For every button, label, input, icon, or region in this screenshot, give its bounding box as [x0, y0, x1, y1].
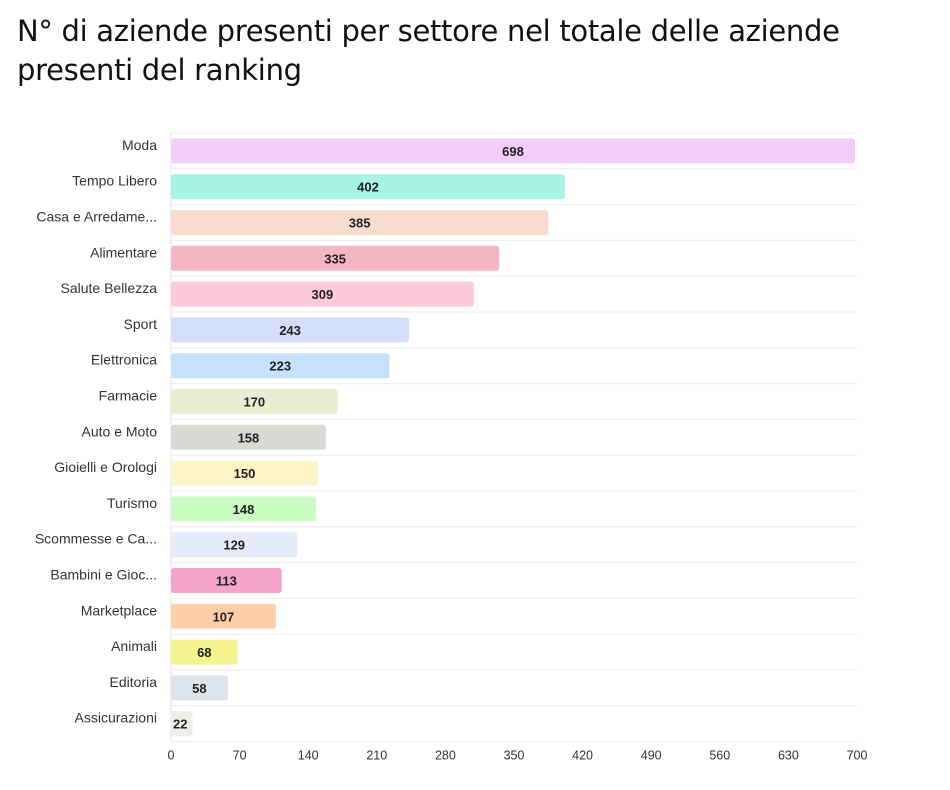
- value-label: 170: [243, 395, 265, 410]
- value-label: 129: [223, 538, 245, 553]
- category-label: Casa e Arredame...: [36, 209, 157, 225]
- x-tick-label: 630: [778, 749, 799, 763]
- value-label: 158: [238, 430, 260, 445]
- bar[interactable]: [171, 389, 338, 414]
- bar[interactable]: [171, 174, 565, 200]
- x-tick-label: 560: [709, 749, 730, 763]
- category-label: Sport: [124, 316, 158, 332]
- category-label: Gioielli e Orologi: [54, 459, 157, 475]
- x-tick-label: 70: [233, 749, 247, 763]
- category-label: Assicurazioni: [75, 710, 157, 726]
- bar[interactable]: [171, 281, 474, 307]
- value-label: 58: [192, 681, 206, 696]
- category-label: Animali: [111, 638, 157, 654]
- value-label: 309: [312, 287, 334, 302]
- x-tick-label: 140: [298, 749, 319, 763]
- x-tick-label: 420: [572, 749, 593, 763]
- bar[interactable]: [171, 639, 238, 665]
- category-label: Scommesse e Ca...: [35, 531, 157, 547]
- x-tick-label: 0: [168, 749, 175, 763]
- category-label: Turismo: [107, 495, 157, 511]
- bar[interactable]: [171, 711, 193, 737]
- x-tick-label: 210: [366, 749, 387, 763]
- bar[interactable]: [171, 603, 276, 629]
- bar[interactable]: [171, 568, 282, 593]
- bar[interactable]: [171, 460, 318, 486]
- bar[interactable]: [171, 317, 410, 343]
- x-tick-label: 280: [435, 749, 456, 763]
- value-label: 113: [216, 574, 237, 589]
- category-label: Auto e Moto: [82, 423, 158, 439]
- x-tick-label: 350: [504, 749, 525, 763]
- category-label: Editoria: [110, 674, 158, 690]
- category-label: Farmacie: [99, 388, 158, 404]
- value-labels: 698 402 385 335 309 243 223 170 158 150 148 129 113 1…: [173, 144, 524, 732]
- bar[interactable]: [171, 210, 549, 235]
- value-label: 22: [173, 717, 187, 732]
- value-label: 402: [357, 180, 379, 195]
- value-label: 68: [197, 645, 211, 660]
- chart-title: N° di aziende presenti per settore nel t…: [17, 14, 840, 87]
- x-tick-label: 490: [641, 749, 662, 763]
- category-label: Salute Bellezza: [60, 280, 157, 296]
- bar[interactable]: [171, 675, 228, 701]
- x-axis-ticks: 0 70 140 210 280 350 420 490 560 630 700: [168, 749, 868, 763]
- value-label: 385: [349, 216, 371, 231]
- category-label: Bambini e Gioc...: [50, 567, 157, 583]
- value-label: 243: [279, 323, 301, 338]
- category-label: Tempo Libero: [72, 173, 157, 189]
- bar[interactable]: [171, 532, 298, 558]
- category-label: Alimentare: [90, 244, 157, 260]
- category-label: Moda: [122, 137, 157, 153]
- category-label: Marketplace: [81, 602, 157, 618]
- value-label: 150: [234, 466, 256, 481]
- bar[interactable]: [171, 496, 317, 522]
- bar[interactable]: [171, 138, 856, 164]
- bar[interactable]: [171, 245, 500, 271]
- value-label: 698: [502, 144, 524, 159]
- value-label: 107: [213, 609, 235, 624]
- category-labels: Moda Tempo Libero Casa e Arredame... Alimen…: [35, 137, 157, 726]
- value-label: 148: [233, 502, 255, 517]
- x-tick-label: 700: [847, 749, 868, 763]
- value-label: 223: [269, 359, 291, 374]
- category-label: Elettronica: [91, 352, 157, 368]
- bar[interactable]: [171, 353, 390, 379]
- value-label: 335: [324, 251, 346, 266]
- bars: [171, 138, 856, 737]
- bar[interactable]: [171, 424, 326, 450]
